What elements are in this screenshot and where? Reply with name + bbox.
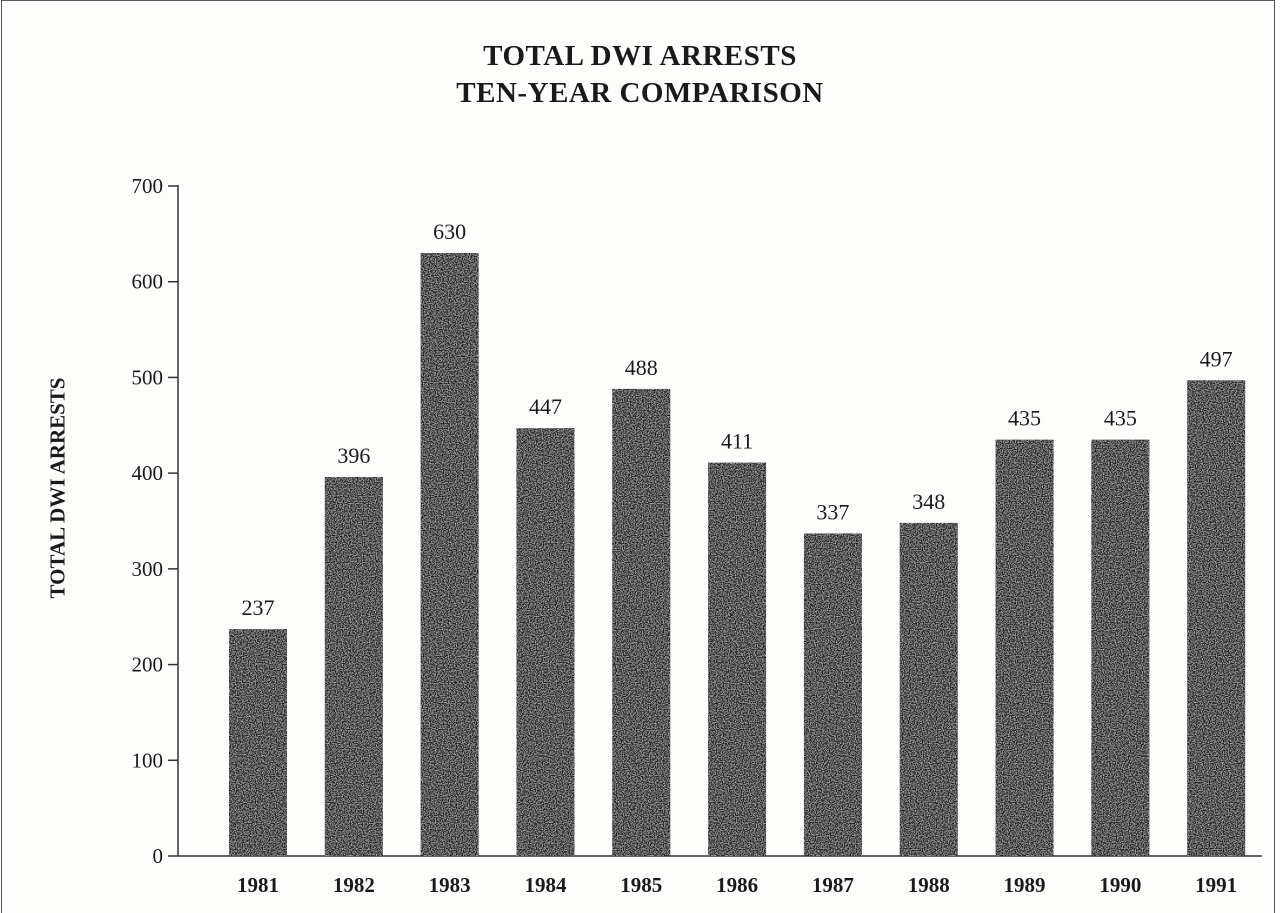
bar-value-label: 435 bbox=[1104, 406, 1137, 431]
bar-value-label: 630 bbox=[433, 219, 466, 244]
y-tick-label: 300 bbox=[132, 557, 164, 581]
x-tick-label: 1991 bbox=[1195, 873, 1237, 897]
x-tick-label: 1987 bbox=[812, 873, 854, 897]
y-tick-label: 500 bbox=[132, 365, 164, 389]
x-tick-label: 1988 bbox=[908, 873, 950, 897]
y-tick-label: 0 bbox=[153, 844, 164, 868]
bar bbox=[803, 533, 862, 856]
x-tick-label: 1985 bbox=[620, 873, 662, 897]
x-tick-label: 1984 bbox=[524, 873, 567, 897]
x-tick-label: 1986 bbox=[716, 873, 758, 897]
bar bbox=[324, 476, 383, 856]
bar bbox=[420, 253, 479, 856]
x-tick-label: 1983 bbox=[429, 873, 471, 897]
x-tick-label: 1981 bbox=[237, 873, 279, 897]
bar-value-label: 497 bbox=[1200, 346, 1233, 371]
x-tick-label: 1990 bbox=[1099, 873, 1141, 897]
bar-value-label: 348 bbox=[912, 489, 945, 514]
chart-title: TOTAL DWI ARRESTS bbox=[483, 40, 797, 72]
bar-value-label: 337 bbox=[816, 499, 849, 524]
bar-value-label: 488 bbox=[625, 355, 658, 380]
bar bbox=[1187, 380, 1246, 856]
y-tick-label: 400 bbox=[132, 461, 164, 485]
bar-value-label: 447 bbox=[529, 394, 562, 419]
bar bbox=[1091, 439, 1150, 856]
x-tick-label: 1989 bbox=[1004, 873, 1046, 897]
bar-value-label: 396 bbox=[337, 443, 370, 468]
y-tick-label: 200 bbox=[132, 653, 164, 677]
bar bbox=[995, 439, 1054, 856]
chart-subtitle: TEN-YEAR COMPARISON bbox=[456, 77, 824, 109]
bar-value-label: 237 bbox=[242, 595, 275, 620]
bar bbox=[229, 629, 287, 856]
x-tick-label: 1982 bbox=[333, 873, 375, 897]
y-tick-label: 700 bbox=[132, 174, 164, 198]
bar-value-label: 411 bbox=[721, 429, 753, 454]
bar bbox=[612, 388, 671, 856]
y-tick-label: 100 bbox=[132, 748, 164, 772]
bar bbox=[708, 462, 767, 856]
bar bbox=[516, 428, 575, 856]
bar-value-label: 435 bbox=[1008, 406, 1041, 431]
y-tick-label: 600 bbox=[132, 270, 164, 294]
bar bbox=[899, 522, 958, 856]
